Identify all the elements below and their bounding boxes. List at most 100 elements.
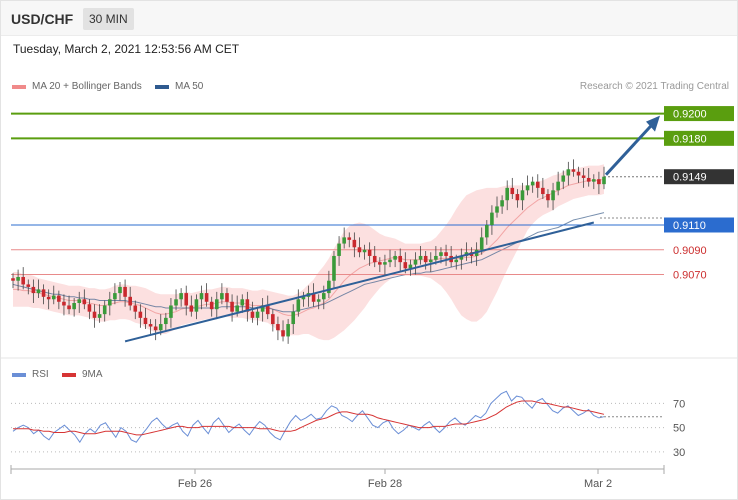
candle-body <box>225 293 229 302</box>
candle-body <box>164 317 168 325</box>
candle-body <box>413 259 418 265</box>
candle-body <box>102 305 107 315</box>
candle-body <box>245 299 250 312</box>
candle-body <box>388 259 392 263</box>
legend-9ma: 9MA <box>62 369 103 380</box>
candle-body <box>21 277 25 285</box>
candle-body <box>541 187 545 195</box>
candle-body <box>485 225 489 238</box>
legend-ma20: MA 20 + Bollinger Bands <box>12 81 142 92</box>
candle-body <box>31 286 36 294</box>
legend-9ma-label: 9MA <box>82 369 103 380</box>
candle-body <box>92 311 97 318</box>
forecast-arrow-head <box>646 115 660 132</box>
legend-ma20-swatch <box>12 84 26 89</box>
candle-body <box>36 289 41 294</box>
candle-body <box>281 330 285 337</box>
legend-rsi-swatch <box>12 372 26 377</box>
candle-body <box>500 200 504 207</box>
candle-body <box>490 212 494 225</box>
candle-body <box>46 296 51 300</box>
candle-body <box>454 259 459 263</box>
candle-body <box>204 293 209 302</box>
candle-body <box>209 301 214 310</box>
candle-body <box>378 262 382 265</box>
candle-body <box>428 259 433 263</box>
candle-body <box>138 311 143 318</box>
candle-body <box>235 305 239 312</box>
candle-body <box>459 255 464 260</box>
symbol-label: USD/CHF <box>11 11 74 27</box>
candle-body <box>194 299 199 312</box>
price-level-0-9200-label: 0.9200 <box>673 109 707 121</box>
price-level-0-9110-tag <box>664 217 734 233</box>
price-level-0-9149-label: 0.9149 <box>673 172 707 184</box>
candle-body <box>393 255 397 260</box>
candle-body <box>301 296 306 300</box>
candle-body <box>546 194 550 201</box>
x-tick-label: Mar 2 <box>584 478 612 490</box>
legend-9ma-swatch <box>62 372 76 377</box>
candle-body <box>571 169 576 172</box>
candle-body <box>41 289 46 297</box>
price-level-0-9200-tag <box>664 106 734 122</box>
candle-body <box>57 295 61 302</box>
candle-body <box>51 295 56 300</box>
candle-body <box>342 237 346 244</box>
candle-body <box>332 255 336 281</box>
candle-body <box>561 175 566 182</box>
support-trendline <box>124 221 595 343</box>
legend-ma50-swatch <box>155 84 169 89</box>
candle-body <box>347 237 352 240</box>
interval-button[interactable]: 30 MIN <box>83 8 134 30</box>
candle-body <box>189 305 194 312</box>
candle-body <box>286 324 290 337</box>
candle-body <box>250 311 255 318</box>
candle-body <box>510 187 515 195</box>
rsi-line <box>12 390 605 444</box>
candle-body <box>525 185 530 191</box>
rsi-tick-30: 30 <box>673 447 685 459</box>
candle-body <box>357 247 362 253</box>
candle-body <box>321 293 326 300</box>
candle-body <box>586 177 591 182</box>
candle-body <box>551 190 555 201</box>
candle-body <box>199 293 204 300</box>
candle-body <box>128 296 132 306</box>
price-level-0-9110-label: 0.9110 <box>673 220 706 232</box>
candle-body <box>597 179 601 185</box>
legend-ma50: MA 50 <box>155 81 203 92</box>
candle-body <box>383 262 387 265</box>
candle-body <box>97 314 102 318</box>
candle-body <box>133 305 138 312</box>
candle-body <box>123 286 127 297</box>
candle-body <box>418 255 423 260</box>
candle-body <box>291 311 296 325</box>
candle-body <box>576 171 581 176</box>
price-level-0-9180-tag <box>664 130 734 146</box>
candle-body <box>602 176 606 185</box>
candle-body <box>520 190 525 201</box>
candle-body <box>62 301 66 306</box>
candle-body <box>184 293 189 306</box>
candle-body <box>444 252 448 256</box>
candle-body <box>479 237 484 250</box>
candle-body <box>16 277 20 281</box>
rsi-ma-line <box>13 400 605 436</box>
candle-body <box>327 280 331 294</box>
legend-ma20-label: MA 20 + Bollinger Bands <box>32 81 142 92</box>
candle-body <box>408 264 413 269</box>
candle-body <box>367 249 372 256</box>
legend-ma50-label: MA 50 <box>175 81 204 92</box>
candle-body <box>265 305 270 315</box>
price-level-0-9180-label: 0.9180 <box>673 133 707 145</box>
candle-body <box>434 255 438 260</box>
candle-body <box>362 249 367 253</box>
candle-body <box>153 326 158 331</box>
x-tick-label: Feb 28 <box>368 478 402 490</box>
candle-body <box>530 181 535 186</box>
candle-body <box>108 299 112 306</box>
candle-body <box>26 284 31 287</box>
candle-body <box>77 299 82 303</box>
